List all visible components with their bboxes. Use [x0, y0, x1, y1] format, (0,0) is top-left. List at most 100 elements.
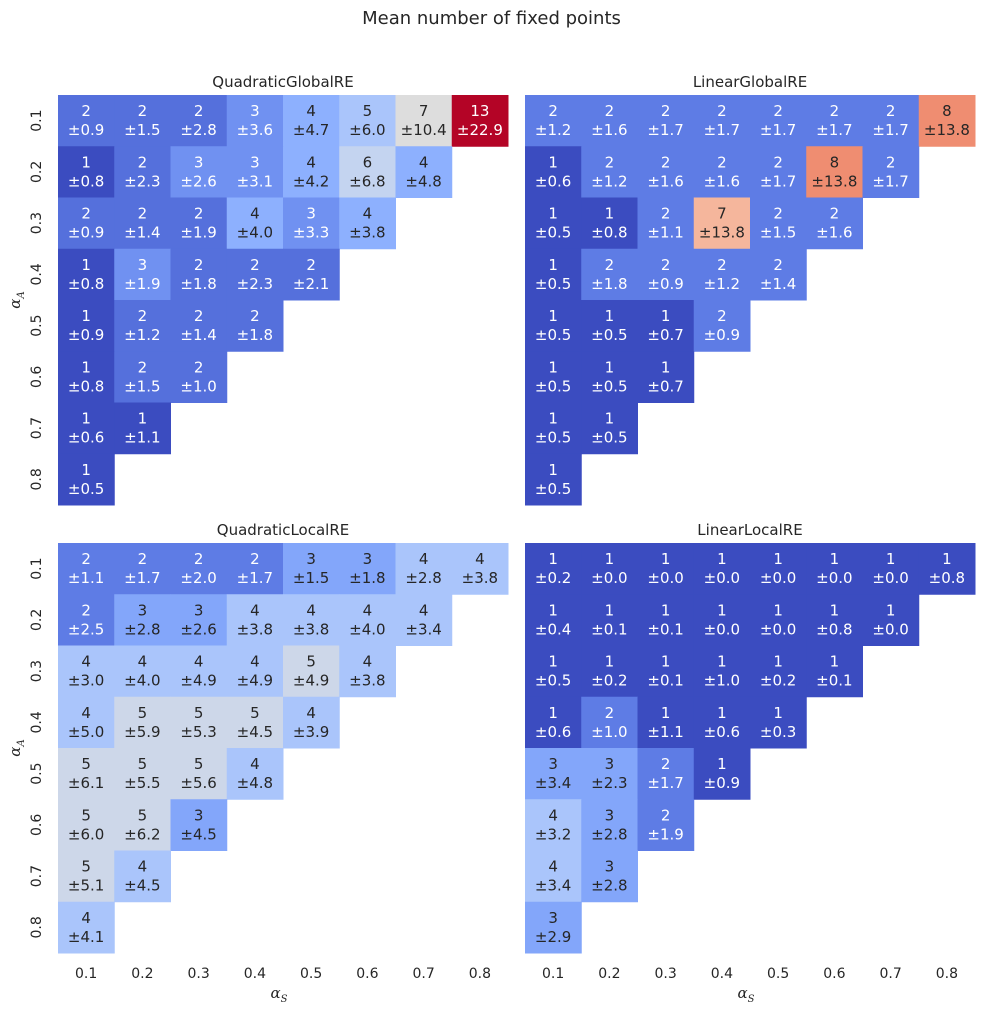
- cell-std-label: ±3.8: [462, 569, 498, 587]
- cell-std-label: ±1.6: [647, 172, 683, 190]
- cell-std-label: ±5.5: [124, 774, 160, 792]
- cell-std-label: ±0.5: [535, 224, 571, 242]
- y-tick-label: 0.8: [29, 916, 45, 938]
- heatmap-cell: [114, 850, 171, 903]
- heatmap-cell: [637, 248, 695, 301]
- cell-mean-label: 1: [81, 256, 91, 274]
- cell-mean-label: 1: [81, 153, 91, 171]
- cell-mean-label: 2: [194, 307, 204, 325]
- cell-std-label: ±1.9: [180, 224, 216, 242]
- heatmap-cell: [226, 748, 284, 800]
- heatmap-cell: [114, 300, 171, 352]
- cell-mean-label: 2: [194, 550, 204, 568]
- cell-std-label: ±1.4: [760, 275, 796, 293]
- cell-std-label: ±1.7: [872, 172, 908, 190]
- cell-std-label: ±2.8: [180, 121, 216, 139]
- x-tick-label: 0.6: [823, 966, 845, 982]
- cell-mean-label: 1: [830, 601, 840, 619]
- cell-mean-label: 4: [81, 653, 91, 671]
- cell-std-label: ±1.7: [124, 569, 160, 587]
- heatmap-cell: [693, 197, 751, 250]
- heatmap-cell: [283, 594, 340, 646]
- cell-mean-label: 5: [306, 653, 316, 671]
- heatmap-cell: [806, 543, 863, 595]
- heatmap-cell: [581, 248, 638, 301]
- cell-std-label: ±1.5: [124, 121, 160, 139]
- cell-mean-label: 3: [194, 601, 204, 619]
- cell-std-label: ±0.6: [704, 723, 740, 741]
- heatmap-cell: [58, 850, 115, 903]
- cell-mean-label: 2: [661, 806, 671, 824]
- cell-mean-label: 7: [419, 102, 429, 120]
- heatmap-cell: [581, 146, 638, 198]
- cell-mean-label: 3: [306, 550, 316, 568]
- cell-mean-label: 1: [605, 410, 615, 428]
- cell-std-label: ±4.1: [68, 928, 104, 946]
- cell-mean-label: 5: [194, 704, 204, 722]
- cell-mean-label: 1: [661, 653, 671, 671]
- heatmap-cell: [170, 696, 228, 749]
- cell-std-label: ±0.0: [704, 569, 740, 587]
- heatmap-panels: QuadraticGlobalRE2±0.92±1.52±2.83±3.64±4…: [6, 73, 976, 1005]
- cell-mean-label: 4: [363, 601, 373, 619]
- cell-mean-label: 2: [661, 102, 671, 120]
- cell-mean-label: 1: [661, 601, 671, 619]
- cell-std-label: ±3.4: [535, 774, 571, 792]
- cell-std-label: ±0.8: [816, 620, 852, 638]
- heatmap-cell: [581, 197, 638, 250]
- heatmap-panel: QuadraticGlobalRE2±0.92±1.52±2.83±3.64±4…: [6, 73, 509, 506]
- heatmap-cell: [525, 351, 582, 403]
- cell-std-label: ±0.8: [68, 172, 104, 190]
- cell-mean-label: 4: [194, 653, 204, 671]
- x-tick-label: 0.2: [131, 966, 153, 982]
- cell-std-label: ±1.5: [760, 224, 796, 242]
- heatmap-cell: [170, 543, 228, 595]
- cell-std-label: ±5.6: [180, 774, 216, 792]
- cell-std-label: ±0.6: [535, 723, 571, 741]
- cell-mean-label: 2: [717, 102, 727, 120]
- heatmap-cell: [114, 197, 171, 250]
- y-tick-label: 0.5: [29, 762, 45, 784]
- cell-std-label: ±6.0: [349, 121, 385, 139]
- cell-std-label: ±0.5: [591, 377, 627, 395]
- cell-mean-label: 5: [138, 755, 148, 773]
- cell-mean-label: 2: [194, 256, 204, 274]
- cell-std-label: ±1.2: [124, 326, 160, 344]
- cell-std-label: ±0.5: [535, 480, 571, 498]
- heatmap-cell: [637, 799, 695, 851]
- cell-mean-label: 2: [138, 102, 148, 120]
- cell-std-label: ±0.0: [760, 620, 796, 638]
- cell-mean-label: 3: [363, 550, 373, 568]
- heatmap-cell: [806, 146, 863, 198]
- heatmap-cell: [58, 543, 115, 595]
- cell-mean-label: 1: [773, 704, 783, 722]
- heatmap-cell: [451, 543, 509, 595]
- heatmap-cell: [58, 248, 115, 301]
- heatmap-cell: [226, 248, 284, 301]
- cell-std-label: ±2.6: [180, 620, 216, 638]
- cell-mean-label: 4: [250, 755, 260, 773]
- cell-mean-label: 1: [605, 307, 615, 325]
- cell-std-label: ±6.8: [349, 172, 385, 190]
- cell-std-label: ±1.7: [647, 121, 683, 139]
- heatmap-cell: [750, 696, 807, 749]
- heatmap-cell: [339, 594, 396, 646]
- heatmap-cell: [283, 197, 340, 250]
- cell-mean-label: 1: [548, 653, 558, 671]
- cell-std-label: ±3.8: [237, 620, 273, 638]
- cell-std-label: ±2.8: [405, 569, 441, 587]
- cell-std-label: ±1.2: [535, 121, 571, 139]
- cell-mean-label: 2: [773, 102, 783, 120]
- heatmap-panel: QuadraticLocalRE2±1.12±1.72±2.02±1.73±1.…: [6, 521, 509, 1005]
- heatmap-cell: [525, 850, 582, 903]
- cell-mean-label: 2: [886, 102, 896, 120]
- heatmap-cell: [525, 901, 582, 954]
- x-tick-label: 0.5: [767, 966, 789, 982]
- cell-std-label: ±4.5: [124, 877, 160, 895]
- cell-mean-label: 3: [138, 256, 148, 274]
- cell-mean-label: 1: [605, 205, 615, 223]
- cell-mean-label: 2: [661, 153, 671, 171]
- heatmap-cell: [170, 146, 228, 198]
- y-tick-label: 0.7: [29, 865, 45, 887]
